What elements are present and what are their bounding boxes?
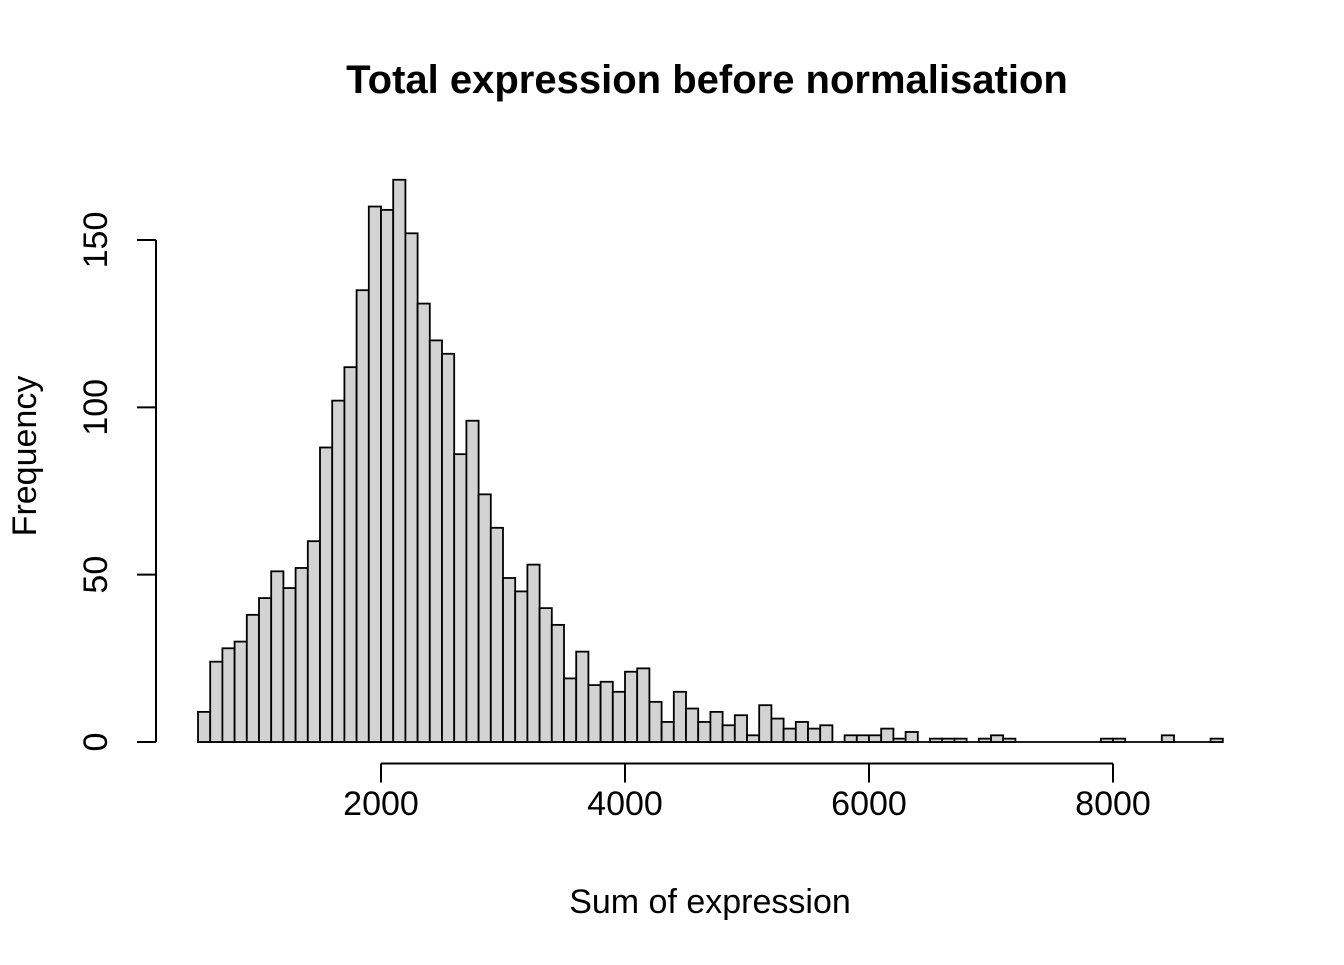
x-tick-label: 6000 — [831, 785, 907, 823]
y-tick-label: 100 — [77, 379, 115, 436]
histogram-bar — [453, 453, 468, 743]
histogram-bar — [514, 590, 529, 743]
histogram-bar — [770, 717, 785, 743]
histogram-bar — [1002, 737, 1017, 743]
histogram-bar — [416, 302, 431, 743]
histogram-bar — [672, 690, 687, 743]
histogram-bar — [819, 724, 834, 743]
histogram-bar — [550, 623, 565, 743]
histogram-bar — [489, 526, 504, 743]
histogram-bar — [245, 613, 260, 743]
histogram-bar — [428, 339, 443, 743]
histogram-bar — [929, 737, 944, 743]
y-tick-label: 50 — [77, 556, 115, 594]
histogram-bar — [465, 419, 480, 743]
histogram-bar — [538, 607, 553, 743]
histogram-bar — [233, 640, 248, 743]
histogram-bar — [294, 567, 309, 743]
histogram-bar — [1112, 737, 1127, 743]
histogram-bar — [599, 680, 614, 743]
histogram-bar — [343, 366, 358, 743]
histogram-bar — [648, 700, 663, 743]
histogram-bar — [331, 399, 346, 743]
y-axis-label: Frequency — [6, 376, 44, 537]
x-tick-label: 2000 — [343, 785, 419, 823]
histogram-bar — [306, 540, 321, 743]
histogram-bar — [526, 563, 541, 743]
histogram-bar — [441, 352, 456, 743]
histogram-bar — [685, 707, 700, 743]
histogram-bar — [502, 577, 517, 743]
histogram-bar — [221, 647, 236, 743]
histogram-bar — [794, 721, 809, 743]
x-axis: 2000 4000 6000 8000 — [343, 762, 1151, 823]
histogram-bar — [197, 710, 212, 743]
histogram-bar — [782, 727, 797, 743]
x-tick-label: 8000 — [1075, 785, 1151, 823]
histogram-bar — [990, 734, 1005, 743]
y-tick-label: 150 — [77, 212, 115, 269]
histogram-bar — [319, 446, 334, 743]
histogram-bar — [209, 660, 224, 743]
histogram-bar — [953, 737, 968, 743]
histogram-bar — [587, 684, 602, 743]
histogram-bar — [880, 727, 895, 743]
histogram-bar — [697, 721, 712, 743]
histogram-bar — [477, 493, 492, 743]
y-tick-label: 0 — [77, 733, 115, 752]
histogram-bar — [380, 208, 395, 743]
histogram-bar — [636, 667, 651, 743]
histogram-bar — [575, 650, 590, 743]
histogram-bar — [611, 690, 626, 743]
histogram-bar — [721, 724, 736, 743]
histogram-bar — [258, 597, 273, 743]
histogram-bar — [843, 734, 858, 743]
histogram-bar — [624, 670, 639, 743]
histogram-bar — [1099, 737, 1114, 743]
histogram-bar — [270, 570, 285, 743]
histogram-bar — [941, 737, 956, 743]
histogram-bar — [1209, 737, 1224, 743]
histogram-bar — [855, 734, 870, 743]
histogram-bar — [709, 710, 724, 743]
histogram-bar — [904, 731, 919, 743]
histogram-bar — [404, 232, 419, 743]
bars — [197, 178, 1224, 743]
histogram-bar — [746, 734, 761, 743]
histogram-bar — [563, 677, 578, 743]
x-axis-label: Sum of expression — [569, 883, 851, 921]
histogram-bar — [868, 734, 883, 743]
histogram-bar — [977, 737, 992, 743]
histogram-bar — [733, 714, 748, 743]
histogram-bar — [355, 289, 370, 743]
chart-title: Total expression before normalisation — [346, 58, 1068, 102]
histogram-bar — [660, 721, 675, 743]
histogram-bar — [892, 737, 907, 743]
histogram-bar — [1160, 734, 1175, 743]
x-tick-label: 4000 — [587, 785, 663, 823]
histogram-bar — [807, 727, 822, 743]
y-axis: 0 50 100 150 — [77, 212, 157, 752]
histogram-bar — [367, 205, 382, 743]
histogram-bar — [758, 704, 773, 743]
histogram-bar — [392, 178, 407, 743]
histogram-bar — [282, 587, 297, 743]
